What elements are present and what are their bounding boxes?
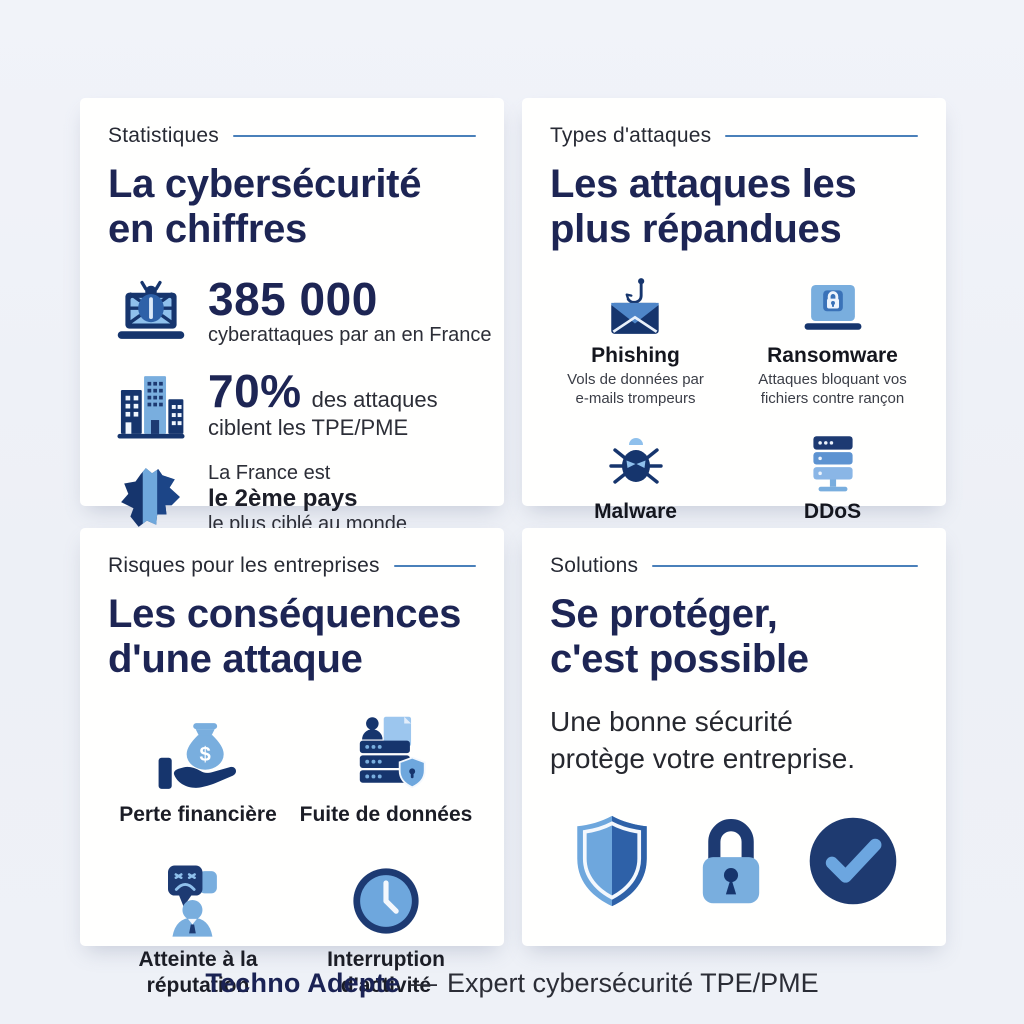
money-bag-hand-icon: $: [108, 708, 288, 792]
type-name: DDoS: [803, 499, 862, 523]
phishing-hook-mail-icon: [542, 274, 729, 338]
risk-label: Atteinte à la réputation: [138, 948, 258, 997]
stat-row-tpe-pme: 70% des attaques ciblent les TPE/PME: [108, 364, 476, 442]
type-item-phishing: Phishing Vols de données par e-mails tro…: [542, 274, 729, 408]
type-name: Ransomware: [767, 343, 898, 367]
card-title: Les conséquences d'une attaque: [108, 592, 462, 681]
card-label: Statistiques: [108, 124, 219, 147]
svg-text:$: $: [200, 743, 211, 765]
stat-text: La France est le 2ème pays le plus ciblé…: [208, 462, 407, 536]
malware-bug-icon: [542, 430, 729, 494]
risk-label: Fuite de données: [299, 802, 473, 826]
card-label-row: Solutions: [550, 554, 918, 578]
card-title: La cybersécurité en chiffres: [108, 162, 422, 251]
ransomware-locked-laptop-icon: [739, 274, 926, 338]
risk-item-data-leak: Fuite de données: [296, 708, 476, 828]
stat-value: 385 000: [208, 272, 378, 325]
card-label: Risques pour les entreprises: [108, 554, 380, 577]
stat-value: 70%: [208, 364, 302, 417]
solutions-icons-row: [550, 812, 918, 910]
buildings-icon: [108, 371, 194, 439]
france-map-icon: [108, 466, 194, 532]
ddos-server-icon: [739, 430, 926, 494]
stat-line1: La France est: [208, 461, 331, 484]
stat-caption-inline: des attaques: [311, 386, 438, 412]
check-circle-icon: [806, 814, 900, 908]
card-title: Les attaques les plus répandues: [550, 162, 857, 251]
label-underline: [725, 134, 918, 138]
stat-text: 385 000 cyberattaques par an en France: [208, 272, 492, 348]
laptop-bug-icon: [108, 280, 194, 344]
angry-review-person-icon: [108, 853, 288, 937]
footer-tagline: Expert cybersécurité TPE/PME: [446, 967, 819, 998]
label-underline: [393, 564, 476, 568]
footer: Techno Adepte — Expert cybersécurité TPE…: [0, 958, 1024, 1008]
padlock-icon: [690, 814, 772, 908]
risks-grid: $ Perte financière: [108, 708, 476, 999]
risk-item-downtime: Interruption d'activité: [296, 853, 476, 998]
card-label-row: Statistiques: [108, 124, 476, 148]
risk-label: Perte financière: [119, 802, 277, 826]
risk-label: Interruption d'activité: [327, 948, 445, 997]
stat-row-france: La France est le 2ème pays le plus ciblé…: [108, 462, 476, 536]
solutions-body-text: Une bonne sécurité protège votre entrepr…: [550, 705, 856, 774]
stat-line2: le 2ème pays: [208, 484, 358, 512]
risk-item-reputation: Atteinte à la réputation: [108, 853, 288, 998]
attack-types-card: Types d'attaques Les attaques les plus r…: [522, 98, 946, 582]
stat-line: 70% des attaques: [208, 364, 438, 417]
stat-caption: cyberattaques par an en France: [208, 323, 492, 346]
risk-item-financial: $ Perte financière: [108, 708, 288, 828]
stat-caption-line2: ciblent les TPE/PME: [208, 415, 409, 441]
card-label: Solutions: [550, 554, 639, 577]
type-name: Malware: [594, 499, 677, 523]
stat-row-attacks: 385 000 cyberattaques par an en France: [108, 275, 492, 348]
server-shield-leak-icon: [296, 708, 476, 792]
statistics-card: Statistiques La cybersécurité en chiffre…: [80, 98, 504, 535]
card-label-row: Types d'attaques: [542, 124, 926, 148]
card-title: Se protéger, c'est possible: [550, 592, 809, 681]
card-label: Types d'attaques: [550, 124, 712, 147]
type-description: Vols de données par e-mails trompeurs: [567, 370, 704, 407]
label-underline: [652, 564, 918, 568]
stats-list: 385 000 cyberattaques par an en France: [108, 275, 492, 536]
shield-icon: [568, 812, 656, 910]
footer-brand: Techno Adepte: [205, 967, 400, 998]
risks-card: Risques pour les entreprises Les conséqu…: [80, 528, 504, 997]
type-description: Attaques bloquant vos fichiers contre ra…: [758, 370, 907, 407]
type-name: Phishing: [591, 343, 680, 367]
clock-icon: [296, 853, 476, 937]
card-label-row: Risques pour les entreprises: [108, 554, 476, 578]
type-item-ransomware: Ransomware Attaques bloquant vos fichier…: [739, 274, 926, 408]
label-underline: [232, 134, 476, 138]
solutions-card: Solutions Se protéger, c'est possible Un…: [522, 528, 946, 946]
footer-separator: —: [409, 967, 437, 998]
stat-text: 70% des attaques ciblent les TPE/PME: [208, 364, 438, 442]
